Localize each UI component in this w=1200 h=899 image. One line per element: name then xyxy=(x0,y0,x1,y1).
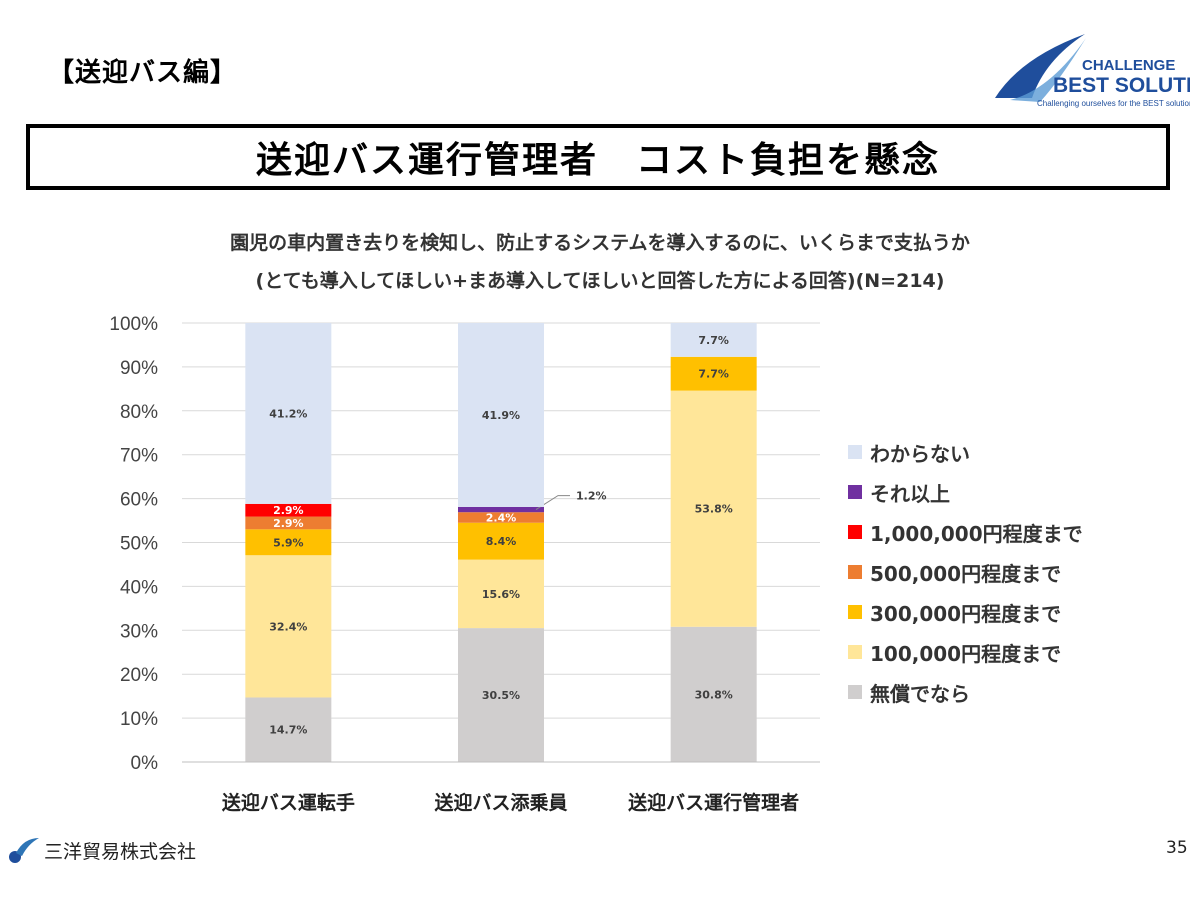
bar-segment xyxy=(458,512,544,523)
bar-segment xyxy=(670,626,757,762)
company-logo: 三洋貿易株式会社 xyxy=(8,836,196,864)
page-title-banner: 送迎バス運行管理者 コスト負担を懸念 xyxy=(26,124,1170,190)
svg-text:BEST SOLUTION: BEST SOLUTION xyxy=(1053,74,1190,97)
y-tick-label: 80% xyxy=(120,402,158,423)
y-tick-label: 0% xyxy=(131,753,159,774)
data-label: 2.9% xyxy=(273,504,304,517)
legend-swatch xyxy=(848,605,862,619)
legend-item: それ以上 xyxy=(848,472,1083,512)
legend-label: 無償でなら xyxy=(870,681,970,706)
sanyo-logo-icon xyxy=(9,838,39,863)
data-label: 8.4% xyxy=(486,535,517,548)
y-tick-label: 70% xyxy=(120,446,158,467)
bar-segment xyxy=(458,628,544,762)
chart-legend: わからないそれ以上 1,000,000円程度まで 500,000円程度まで 300,0… xyxy=(848,432,1083,712)
legend-item: 100,000円程度まで xyxy=(848,632,1083,672)
section-label: 【送迎バス編】 xyxy=(48,58,238,88)
y-tick-label: 30% xyxy=(120,621,158,642)
y-tick-label: 90% xyxy=(120,358,158,379)
y-tick-label: 10% xyxy=(120,709,158,730)
bar-segment xyxy=(458,506,544,513)
data-label: 7.7% xyxy=(698,334,729,347)
company-name: 三洋貿易株式会社 xyxy=(44,840,197,863)
y-tick-label: 60% xyxy=(120,490,158,511)
data-label: 7.7% xyxy=(698,368,729,381)
data-label: 41.2% xyxy=(269,407,307,420)
data-label: 53.8% xyxy=(695,503,733,516)
legend-swatch xyxy=(848,525,862,539)
bar-segment xyxy=(245,503,332,517)
chart-subtitle: (とても導入してほしい+まあ導入してほしいと回答した方による回答)(N=214) xyxy=(255,270,945,292)
x-category-label: 送迎バス添乗員 xyxy=(434,791,567,814)
bar-segment xyxy=(245,555,332,698)
data-label: 2.9% xyxy=(273,517,304,530)
legend-swatch xyxy=(848,565,862,579)
legend-swatch xyxy=(848,485,862,499)
bar-segment xyxy=(458,559,544,629)
legend-swatch xyxy=(848,645,862,659)
bar-segment xyxy=(458,323,544,507)
x-category-label: 送迎バス運転手 xyxy=(222,791,355,814)
legend-label: 1,000,000円程度まで xyxy=(870,521,1083,546)
legend-item: 500,000円程度まで xyxy=(848,552,1083,592)
data-label: 5.9% xyxy=(273,536,304,549)
legend-label: 300,000円程度まで xyxy=(870,601,1062,626)
y-tick-label: 40% xyxy=(120,577,158,598)
data-label: 15.6% xyxy=(482,588,520,601)
legend-item: 無償でなら xyxy=(848,672,1083,712)
bar-segment xyxy=(245,529,332,556)
legend-item: わからない xyxy=(848,432,1083,472)
y-tick-label: 100% xyxy=(109,314,158,335)
legend-item: 1,000,000円程度まで xyxy=(848,512,1083,552)
legend-swatch xyxy=(848,445,862,459)
y-tick-label: 20% xyxy=(120,665,158,686)
bar-segment xyxy=(458,522,544,560)
bar-segment xyxy=(245,516,332,530)
legend-label: 100,000円程度まで xyxy=(870,641,1062,666)
data-label: 30.5% xyxy=(482,689,520,702)
svg-text:Challenging ourselves for the: Challenging ourselves for the BEST solut… xyxy=(1037,99,1190,108)
data-label: 32.4% xyxy=(269,620,307,633)
challenge-best-solution-logo: CHALLENGE BEST SOLUTION Challenging ours… xyxy=(995,34,1190,108)
bar-segment xyxy=(670,356,757,391)
bar-segment xyxy=(245,697,332,762)
bar-segment xyxy=(245,323,332,504)
stacked-bar-chart: 0% 10% 20% 30% 40% 50% 60% 70% 80% 90% 100% 14.7% 32… xyxy=(109,314,820,814)
data-label: 41.9% xyxy=(482,409,520,422)
svg-text:CHALLENGE: CHALLENGE xyxy=(1082,57,1175,74)
page-number: 35 xyxy=(1166,838,1188,858)
bar-segment xyxy=(670,323,757,357)
legend-label: わからない xyxy=(870,441,970,466)
bar-segment xyxy=(670,390,757,627)
data-label: 2.4% xyxy=(486,511,517,524)
page-title: 送迎バス運行管理者 コスト負担を懸念 xyxy=(255,140,940,181)
legend-label: 500,000円程度まで xyxy=(870,561,1062,586)
data-label: 1.2% xyxy=(576,490,607,503)
legend-item: 300,000円程度まで xyxy=(848,592,1083,632)
legend-label: それ以上 xyxy=(870,481,950,506)
x-category-label: 送迎バス運行管理者 xyxy=(628,791,799,814)
y-tick-label: 50% xyxy=(120,534,158,555)
data-label: 30.8% xyxy=(695,688,733,701)
data-label: 14.7% xyxy=(269,724,307,737)
chart-title: 園児の車内置き去りを検知し、防止するシステムを導入するのに、いくらまで支払うか xyxy=(230,232,970,254)
legend-swatch xyxy=(848,685,862,699)
